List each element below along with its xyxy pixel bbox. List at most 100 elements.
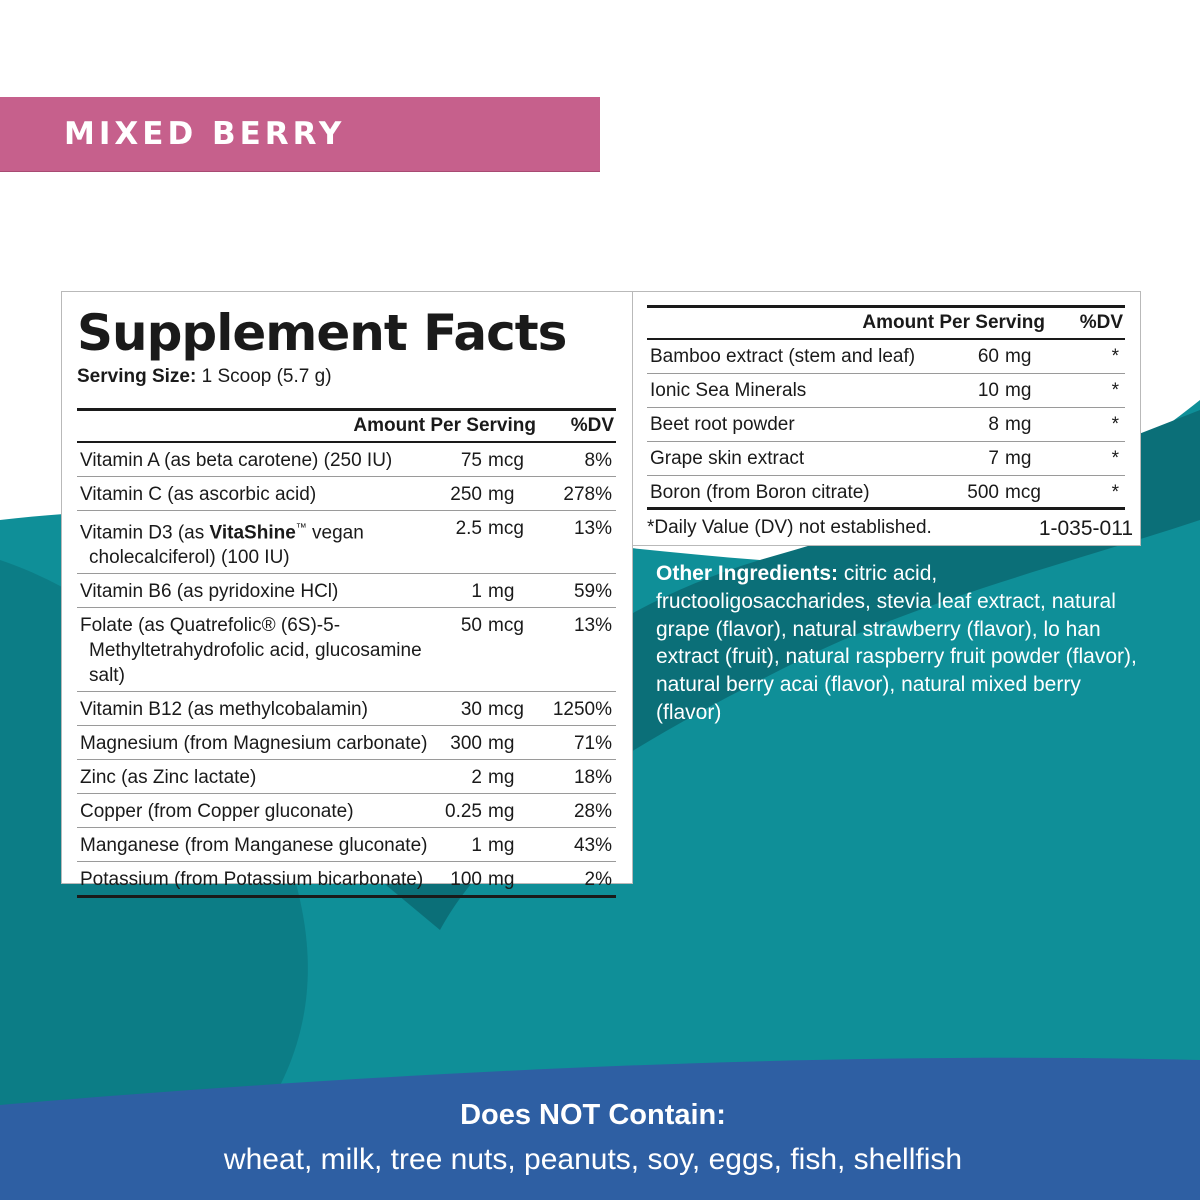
nutrient-name: Vitamin C (as ascorbic acid): [80, 484, 317, 505]
nutrient-unit: mg: [488, 801, 515, 823]
nutrient-qty: 100: [450, 869, 482, 891]
nutrient-dv: 43%: [573, 835, 612, 857]
nutrient-qty: 1: [471, 835, 482, 857]
table-row: Vitamin D3 (as VitaShine™ vegan cholecalc…: [77, 511, 616, 575]
product-code: 1-035-011: [1038, 517, 1133, 540]
table-row: Vitamin B6 (as pyridoxine HCl) 1 mg 59%: [77, 574, 616, 609]
nutrient-name-part: vegan: [306, 522, 364, 544]
supplement-facts-title: Supplement Facts: [77, 304, 567, 362]
table-row: Folate (as Quatrefolic® (6S)-5- Methyltet…: [77, 608, 616, 693]
nutrient-name-part: Folate (as Quatrefolic® (6S)-5-: [80, 615, 341, 637]
flavor-banner: MIXED BERRY: [0, 97, 600, 172]
nutrient-dv: 13%: [573, 518, 612, 539]
ingredient-name: Ionic Sea Minerals: [650, 380, 807, 401]
other-ingredients: Other Ingredients: citric acid, fructool…: [656, 560, 1146, 727]
nutrient-table: Amount Per Serving %DV Vitamin A (as bet…: [77, 408, 616, 899]
nutrient-qty: 250: [450, 484, 482, 505]
table-footer: *Daily Value (DV) not established. 1-035…: [647, 510, 1133, 541]
nutrient-qty: 0.25: [445, 801, 482, 823]
table-row: Potassium (from Potassium bicarbonate) 1…: [77, 862, 616, 899]
header-dv: %DV: [570, 415, 614, 436]
nutrient-unit: mg: [488, 869, 515, 891]
nutrient-dv: 28%: [573, 801, 612, 823]
table-row: Grape skin extract 7 mg *: [647, 442, 1125, 476]
does-not-contain: Does NOT Contain: wheat, milk, tree nuts…: [0, 1096, 1200, 1180]
other-nutrient-table: Amount Per Serving %DV Bamboo extract (s…: [647, 305, 1125, 510]
nutrient-dv: 2%: [584, 869, 612, 891]
nutrient-name: Vitamin A (as beta carotene) (250 IU): [80, 450, 393, 471]
ingredient-dv: *: [1111, 346, 1119, 367]
nutrient-unit: mcg: [488, 518, 524, 539]
ingredient-unit: mg: [1005, 380, 1032, 401]
does-not-contain-title: Does NOT Contain:: [460, 1099, 726, 1131]
other-ingredients-text: citric acid, fructooligosaccharides, ste…: [656, 562, 1137, 724]
table-row: Copper (from Copper gluconate) 0.25 mg 2…: [77, 794, 616, 829]
nutrient-name-line2: Methyltetrahydrofolic acid, glucosamine …: [89, 640, 422, 687]
nutrient-name: Manganese (from Manganese gluconate): [80, 835, 428, 857]
ingredient-unit: mg: [1005, 346, 1032, 367]
trademark-mark: ™: [295, 522, 307, 534]
table-row: Magnesium (from Magnesium carbonate) 300…: [77, 726, 616, 761]
nutrient-qty: 1: [471, 581, 482, 603]
header-dv: %DV: [1079, 312, 1123, 333]
table-row: Vitamin C (as ascorbic acid) 250 mg 278%: [77, 477, 616, 511]
table-row: Ionic Sea Minerals 10 mg *: [647, 374, 1125, 408]
blue-band: [0, 1057, 1200, 1200]
ingredient-dv: *: [1111, 380, 1119, 401]
ingredient-dv: *: [1111, 482, 1119, 503]
nutrient-name-part: Vitamin D3 (as: [80, 522, 210, 544]
table-row: Vitamin B12 (as methylcobalamin) 30 mcg …: [77, 692, 616, 727]
ingredient-unit: mcg: [1005, 482, 1041, 503]
nutrient-dv: 1250%: [552, 699, 612, 721]
ingredient-qty: 60: [977, 346, 999, 367]
nutrient-unit: mg: [488, 581, 515, 603]
table-row: Zinc (as Zinc lactate) 2 mg 18%: [77, 760, 616, 795]
serving-size: Serving Size: 1 Scoop (5.7 g): [77, 366, 616, 392]
other-ingredients-label: Other Ingredients:: [656, 562, 839, 585]
serving-size-label: Serving Size:: [77, 366, 197, 387]
nutrient-qty: 30: [460, 699, 482, 721]
nutrient-dv: 59%: [573, 581, 612, 603]
ingredient-name: Beet root powder: [650, 414, 795, 435]
nutrient-qty: 75: [460, 450, 482, 471]
nutrient-unit: mg: [488, 835, 515, 857]
ingredient-qty: 8: [988, 414, 999, 435]
header-amount: Amount Per Serving: [353, 415, 536, 436]
nutrient-qty: 2: [471, 767, 482, 789]
nutrient-qty: 300: [450, 733, 482, 755]
nutrient-name: Zinc (as Zinc lactate): [80, 767, 257, 789]
ingredient-qty: 500: [967, 482, 999, 503]
supplement-facts-panel: Supplement Facts Serving Size: 1 Scoop (…: [61, 291, 633, 899]
nutrient-unit: mcg: [488, 450, 524, 471]
table-row: Beet root powder 8 mg *: [647, 408, 1125, 442]
nutrient-qty: 2.5: [455, 518, 482, 539]
ingredient-qty: 10: [977, 380, 999, 401]
ingredient-unit: mg: [1005, 414, 1032, 435]
header-amount: Amount Per Serving: [862, 312, 1045, 333]
nutrient-name: Vitamin B6 (as pyridoxine HCl): [80, 581, 339, 603]
nutrient-unit: mcg: [488, 615, 524, 637]
nutrient-dv: 18%: [573, 767, 612, 789]
ingredient-name: Boron (from Boron citrate): [650, 482, 870, 503]
brand-name: VitaShine: [209, 522, 296, 544]
dv-footnote: *Daily Value (DV) not established.: [647, 517, 932, 538]
nutrient-dv: 8%: [584, 450, 612, 471]
ingredient-dv: *: [1111, 448, 1119, 469]
nutrient-name: Magnesium (from Magnesium carbonate): [80, 733, 428, 755]
table-header: Amount Per Serving %DV: [647, 305, 1125, 340]
table-row: Vitamin A (as beta carotene) (250 IU) 75…: [77, 443, 616, 477]
ingredient-name: Bamboo extract (stem and leaf): [650, 346, 916, 367]
nutrient-name: Copper (from Copper gluconate): [80, 801, 354, 823]
nutrient-name-line2: cholecalciferol) (100 IU): [89, 547, 290, 569]
nutrient-unit: mcg: [488, 699, 524, 721]
nutrient-dv: 278%: [563, 484, 612, 505]
ingredient-unit: mg: [1005, 448, 1032, 469]
serving-size-value: 1 Scoop (5.7 g): [196, 366, 332, 387]
table-row: Manganese (from Manganese gluconate) 1 m…: [77, 828, 616, 863]
supplement-facts-continued-panel: Amount Per Serving %DV Bamboo extract (s…: [633, 291, 1141, 546]
nutrient-qty: 50: [460, 615, 482, 637]
ingredient-name: Grape skin extract: [650, 448, 805, 469]
table-row: Bamboo extract (stem and leaf) 60 mg *: [647, 340, 1125, 374]
table-row: Boron (from Boron citrate) 500 mcg *: [647, 476, 1125, 510]
nutrient-unit: mg: [488, 767, 515, 789]
